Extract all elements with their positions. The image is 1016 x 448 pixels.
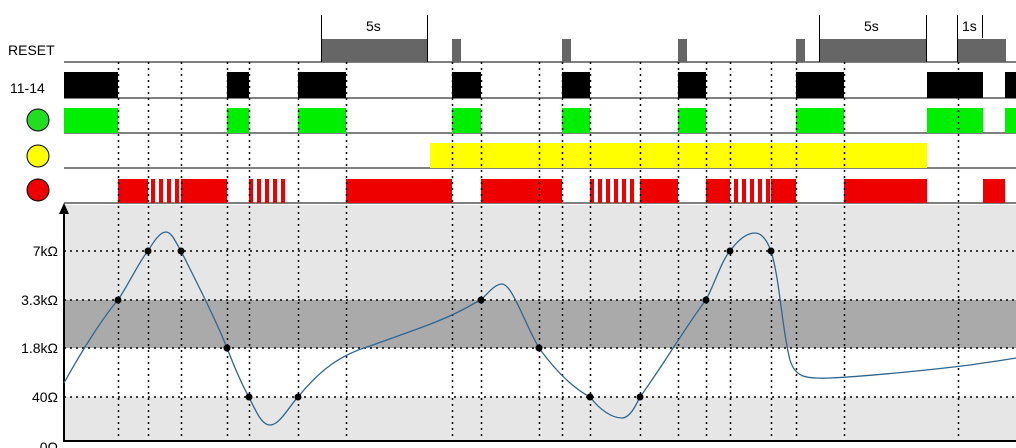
red-flash-stripe bbox=[614, 179, 618, 203]
reset-pulse bbox=[958, 39, 1006, 62]
relay-on-segment bbox=[796, 72, 844, 98]
green-on-segment bbox=[227, 108, 249, 133]
red-flash-stripe bbox=[750, 179, 754, 203]
red-flash-stripe bbox=[734, 179, 738, 203]
crossing-point bbox=[245, 393, 253, 401]
reset-row: RESET 5s 5s 1s bbox=[8, 15, 1006, 62]
green-led-icon bbox=[26, 108, 50, 132]
red-flash-stripe bbox=[175, 179, 179, 203]
green-row bbox=[26, 108, 1016, 133]
red-flashing-segments bbox=[151, 179, 770, 203]
red-flash-stripe bbox=[265, 179, 269, 203]
red-flash-stripe bbox=[606, 179, 610, 203]
red-flash-stripe bbox=[151, 179, 155, 203]
green-on-segment bbox=[452, 108, 481, 133]
relay-on-segment bbox=[227, 72, 249, 98]
green-on-segment bbox=[927, 108, 983, 133]
relay-row: 11-14 bbox=[10, 72, 1016, 98]
y-axis-labels: 7kΩ 3.3kΩ 1.8kΩ 40Ω 0Ω bbox=[21, 243, 58, 448]
resistance-curve bbox=[63, 231, 1016, 426]
chart-axes bbox=[59, 203, 1016, 442]
crossing-point bbox=[726, 247, 734, 255]
crossing-point bbox=[702, 296, 710, 304]
resistance-bands bbox=[64, 205, 1016, 440]
y-axis-label: 1.8kΩ bbox=[21, 340, 58, 356]
crossing-point bbox=[477, 296, 485, 304]
red-on-segment bbox=[844, 179, 927, 203]
red-on-segment bbox=[481, 179, 562, 203]
duration-label: 1s bbox=[962, 18, 977, 34]
reset-pulse bbox=[820, 39, 927, 62]
green-on-segment bbox=[1005, 108, 1016, 133]
crossing-point bbox=[767, 247, 775, 255]
green-on-segment bbox=[562, 108, 590, 133]
red-flash-stripe bbox=[167, 179, 171, 203]
terminals-label: 11-14 bbox=[10, 80, 45, 96]
duration-label: 5s bbox=[864, 18, 879, 34]
green-on-segment bbox=[678, 108, 706, 133]
relay-on-segment bbox=[927, 72, 983, 98]
reset-pulse bbox=[562, 39, 571, 62]
green-on-segment bbox=[796, 108, 844, 133]
red-flash-stripe bbox=[257, 179, 261, 203]
red-flash-stripe bbox=[273, 179, 277, 203]
red-flash-stripe bbox=[622, 179, 626, 203]
y-axis-label: 3.3kΩ bbox=[21, 292, 58, 308]
crossing-point bbox=[636, 393, 644, 401]
red-flash-stripe bbox=[742, 179, 746, 203]
crossing-point bbox=[223, 344, 231, 352]
red-flash-stripe bbox=[766, 179, 770, 203]
yellow-led-icon bbox=[26, 144, 50, 168]
red-led-icon bbox=[26, 178, 50, 202]
red-flash-stripe bbox=[758, 179, 762, 203]
red-flash-stripe bbox=[630, 179, 634, 203]
reset-pulse bbox=[452, 39, 461, 62]
y-axis-label: 7kΩ bbox=[33, 243, 58, 259]
red-flash-stripe bbox=[281, 179, 285, 203]
relay-on-segment bbox=[1005, 72, 1016, 98]
red-flash-stripe bbox=[159, 179, 163, 203]
reset-label: RESET bbox=[8, 42, 55, 58]
crossing-point bbox=[586, 393, 594, 401]
y-axis-arrow-icon bbox=[59, 203, 69, 214]
reset-pulse bbox=[678, 39, 687, 62]
red-on-segment bbox=[640, 179, 678, 203]
green-on-segment bbox=[298, 108, 346, 133]
y-axis-label: 40Ω bbox=[32, 389, 58, 405]
red-on-segment bbox=[983, 179, 1005, 203]
reset-pulse bbox=[321, 39, 428, 62]
band-dark bbox=[64, 300, 1016, 348]
crossing-point bbox=[144, 247, 152, 255]
crossing-point bbox=[294, 393, 302, 401]
red-on-segment bbox=[118, 179, 148, 203]
red-row bbox=[26, 178, 1005, 203]
red-on-segment bbox=[181, 179, 227, 203]
red-flash-stripe bbox=[598, 179, 602, 203]
curve-points bbox=[114, 247, 775, 401]
red-on-segment bbox=[771, 179, 796, 203]
red-on-segment bbox=[706, 179, 730, 203]
crossing-point bbox=[177, 247, 185, 255]
yellow-row bbox=[26, 143, 927, 168]
relay-on-segment bbox=[452, 72, 481, 98]
crossing-point bbox=[535, 344, 543, 352]
band-lower-light bbox=[64, 397, 1016, 440]
reset-pulse bbox=[796, 39, 805, 62]
red-on-segment bbox=[346, 179, 452, 203]
red-flash-stripe bbox=[249, 179, 253, 203]
y-axis-label: 0Ω bbox=[40, 439, 58, 448]
red-flash-stripe bbox=[590, 179, 594, 203]
relay-on-segment bbox=[562, 72, 590, 98]
relay-on-segment bbox=[298, 72, 346, 98]
duration-label: 5s bbox=[366, 18, 381, 34]
crossing-point bbox=[114, 296, 122, 304]
relay-on-segment bbox=[678, 72, 706, 98]
green-on-segment bbox=[64, 108, 118, 133]
relay-on-segment bbox=[64, 72, 118, 98]
